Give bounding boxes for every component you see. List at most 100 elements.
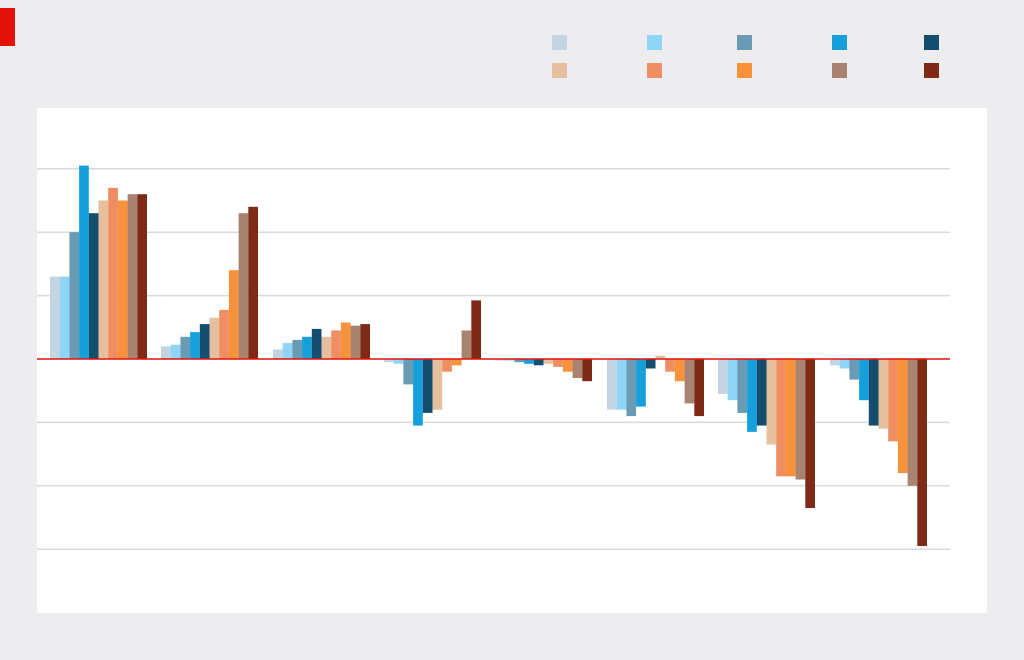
bar bbox=[137, 194, 147, 359]
bar bbox=[190, 332, 200, 359]
bar bbox=[393, 359, 404, 364]
bar bbox=[302, 336, 312, 359]
bar bbox=[830, 359, 840, 366]
bar bbox=[917, 359, 927, 546]
legend-item bbox=[832, 61, 850, 79]
bar bbox=[471, 300, 481, 359]
bar bbox=[461, 330, 472, 359]
legend-item bbox=[737, 61, 755, 79]
bar bbox=[98, 200, 109, 359]
bar bbox=[756, 359, 767, 426]
legend-item bbox=[832, 33, 850, 51]
bar bbox=[69, 232, 80, 359]
bar bbox=[219, 309, 229, 359]
bar bbox=[495, 359, 505, 361]
bar bbox=[533, 359, 544, 366]
bar bbox=[331, 330, 341, 359]
bar bbox=[504, 359, 515, 361]
bar bbox=[694, 359, 704, 417]
bar bbox=[79, 165, 89, 359]
bar bbox=[718, 359, 728, 394]
legend-swatch bbox=[737, 62, 752, 78]
legend-swatch bbox=[647, 34, 662, 50]
bar bbox=[839, 359, 850, 369]
bar bbox=[350, 325, 361, 359]
bar bbox=[888, 359, 898, 442]
bar bbox=[432, 359, 443, 410]
bar bbox=[785, 359, 796, 477]
legend-swatch bbox=[737, 34, 752, 50]
bar bbox=[562, 359, 573, 372]
legend-item bbox=[552, 33, 570, 51]
bar bbox=[805, 359, 815, 508]
bar bbox=[737, 359, 748, 413]
legend-item bbox=[552, 61, 570, 79]
bar bbox=[248, 206, 258, 359]
legend-swatch bbox=[647, 62, 662, 78]
bar bbox=[273, 349, 283, 359]
legend-item bbox=[647, 33, 665, 51]
bar bbox=[655, 355, 666, 359]
bar bbox=[766, 359, 777, 445]
bar bbox=[340, 322, 351, 359]
bar bbox=[514, 359, 525, 363]
bar bbox=[572, 359, 583, 378]
bar bbox=[553, 359, 563, 367]
bar bbox=[321, 336, 332, 359]
bar bbox=[907, 359, 918, 486]
bar bbox=[684, 359, 695, 404]
legend-swatch bbox=[924, 34, 939, 50]
bar bbox=[897, 359, 908, 474]
bar bbox=[607, 359, 617, 410]
bar bbox=[127, 194, 138, 359]
bar bbox=[878, 359, 889, 429]
bar bbox=[422, 359, 433, 413]
bar bbox=[442, 359, 452, 372]
bar bbox=[238, 213, 249, 359]
legend-swatch bbox=[832, 34, 847, 50]
bar bbox=[747, 359, 757, 432]
bar bbox=[413, 359, 423, 426]
bar bbox=[543, 359, 554, 364]
bar bbox=[524, 359, 534, 364]
bar bbox=[108, 187, 118, 359]
legend-swatch bbox=[924, 62, 939, 78]
bar bbox=[868, 359, 879, 426]
legend-item bbox=[924, 33, 942, 51]
bar bbox=[228, 270, 239, 359]
legend-swatch bbox=[552, 34, 567, 50]
bar bbox=[582, 359, 592, 382]
bar bbox=[727, 359, 738, 401]
bar bbox=[161, 346, 171, 359]
bar bbox=[795, 359, 806, 480]
bar bbox=[311, 328, 322, 359]
brand-accent-tab bbox=[0, 8, 15, 46]
bar bbox=[384, 359, 394, 363]
bar bbox=[50, 276, 60, 359]
bar bbox=[674, 359, 685, 382]
chart-legend bbox=[552, 33, 1002, 81]
bar bbox=[170, 344, 181, 359]
legend-item bbox=[737, 33, 755, 51]
bar bbox=[626, 359, 637, 417]
bar bbox=[209, 317, 220, 359]
bar bbox=[859, 359, 869, 401]
bar bbox=[403, 359, 414, 385]
bar bbox=[776, 359, 786, 477]
bar bbox=[59, 276, 70, 359]
bar bbox=[88, 213, 99, 359]
bar bbox=[645, 359, 656, 369]
bar bbox=[292, 340, 303, 359]
bar bbox=[636, 359, 646, 407]
bar bbox=[282, 343, 293, 359]
bar bbox=[451, 359, 462, 366]
legend-swatch bbox=[552, 62, 567, 78]
bar bbox=[199, 324, 210, 359]
bar bbox=[180, 336, 191, 359]
bar bbox=[360, 324, 370, 359]
legend-item bbox=[924, 61, 942, 79]
bar bbox=[616, 359, 627, 410]
bar bbox=[117, 200, 128, 359]
bar bbox=[849, 359, 860, 380]
